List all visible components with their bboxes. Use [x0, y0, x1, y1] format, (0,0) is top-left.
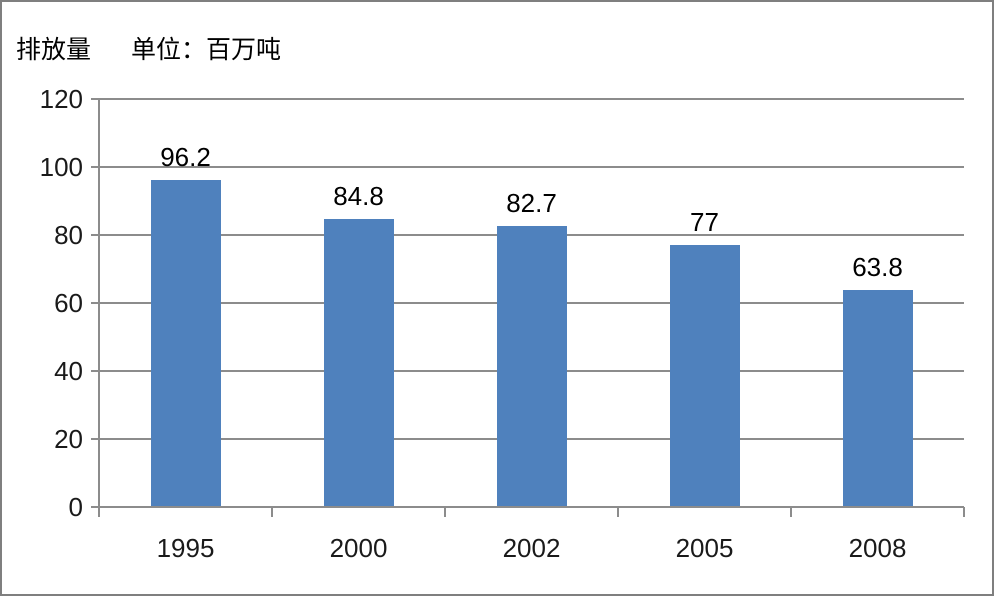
bar-value-2005: 77	[690, 207, 719, 238]
x-axis-tick-5	[963, 507, 965, 517]
x-axis-category-1995: 1995	[156, 533, 215, 563]
x-axis-tick-2	[444, 507, 446, 517]
bar-2000	[323, 218, 394, 506]
bar-value-2000: 84.8	[333, 180, 384, 211]
x-axis-tick-0	[98, 507, 100, 517]
bar-2008	[842, 290, 913, 506]
x-axis-tick-4	[790, 507, 792, 517]
y-axis-label-20: 20	[54, 424, 83, 454]
y-axis-label-40: 40	[54, 356, 83, 386]
y-axis-label-60: 60	[54, 288, 83, 318]
y-axis-tick-20	[91, 438, 99, 440]
y-axis-tick-60	[91, 302, 99, 304]
chart-title: 排放量 单位：百万吨	[16, 30, 281, 66]
chart-unit-label: 单位：百万吨	[131, 35, 282, 64]
y-axis-tick-80	[91, 234, 99, 236]
x-axis-category-2000: 2000	[329, 533, 388, 563]
gridline-100	[99, 166, 964, 168]
y-axis-tick-120	[91, 98, 99, 100]
bar-value-2002: 82.7	[506, 187, 557, 218]
y-axis-label-120: 120	[39, 84, 83, 114]
y-axis-line	[98, 99, 100, 517]
bar-2005	[669, 245, 740, 506]
x-axis-tick-1	[271, 507, 273, 517]
bar-2002	[496, 225, 567, 506]
x-axis-category-2008: 2008	[848, 533, 907, 563]
gridline-120	[99, 98, 964, 100]
y-axis-label-0: 0	[68, 492, 83, 522]
y-axis-tick-100	[91, 166, 99, 168]
x-axis-category-2005: 2005	[675, 533, 734, 563]
y-axis-label-100: 100	[39, 152, 83, 182]
x-axis-tick-3	[617, 507, 619, 517]
bar-value-2008: 63.8	[852, 252, 903, 283]
y-axis-tick-40	[91, 370, 99, 372]
y-axis-label-80: 80	[54, 220, 83, 250]
chart-title-text: 排放量	[16, 35, 92, 64]
bar-1995	[150, 179, 221, 506]
x-axis-category-2002: 2002	[502, 533, 561, 563]
x-axis-line	[91, 506, 964, 508]
bar-value-1995: 96.2	[160, 141, 211, 172]
